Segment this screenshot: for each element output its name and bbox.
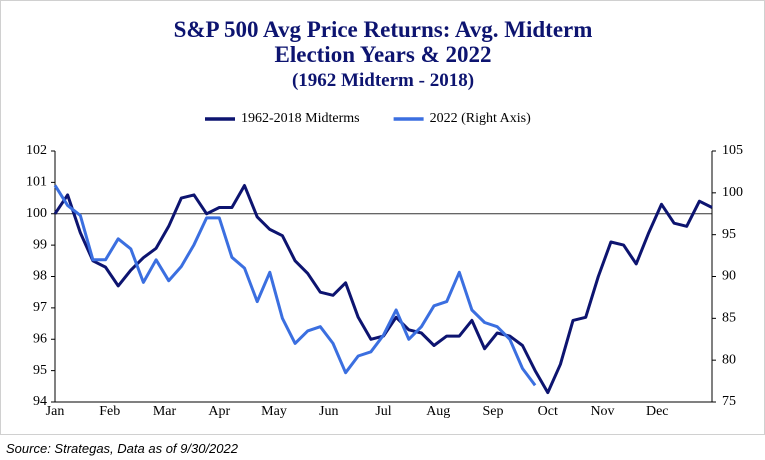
x-tick-label: Nov [590,404,614,419]
y2-tick-label: 80 [722,352,736,367]
chart-title: S&P 500 Avg Price Returns: Avg. Midterm [174,17,593,42]
x-tick-label: Jul [375,404,391,419]
chart-title: Election Years & 2022 [275,42,492,67]
x-tick-label: Dec [646,404,669,419]
y-tick-label: 102 [26,143,47,158]
y-tick-label: 97 [33,300,47,315]
x-tick-label: Aug [426,404,450,419]
x-tick-label: Jun [319,404,338,419]
y2-tick-label: 85 [722,311,736,326]
series-line [53,184,713,395]
series-line [53,184,537,387]
x-tick-label: Apr [208,404,230,419]
y2-tick-label: 105 [722,143,743,158]
y2-tick-label: 95 [722,227,736,242]
y-tick-label: 94 [33,394,47,409]
y-tick-label: 101 [26,175,47,190]
x-tick-label: Feb [99,404,120,419]
y-tick-label: 98 [33,269,47,284]
x-tick-label: Mar [153,404,177,419]
source-note: Source: Strategas, Data as of 9/30/2022 [6,441,239,456]
y-tick-label: 99 [33,237,47,252]
y2-tick-label: 90 [722,269,736,284]
y-tick-label: 100 [26,206,47,221]
y-tick-label: 95 [33,363,47,378]
y2-tick-label: 75 [722,394,736,409]
y-tick-label: 96 [33,331,47,346]
x-tick-label: May [261,404,287,419]
x-tick-label: Oct [538,404,558,419]
x-tick-label: Sep [483,404,504,419]
chart-subtitle: (1962 Midterm - 2018) [292,70,474,91]
legend-label: 2022 (Right Axis) [430,111,531,126]
legend-label: 1962-2018 Midterms [241,111,360,126]
x-tick-label: Jan [46,404,65,419]
y2-tick-label: 100 [722,185,743,200]
